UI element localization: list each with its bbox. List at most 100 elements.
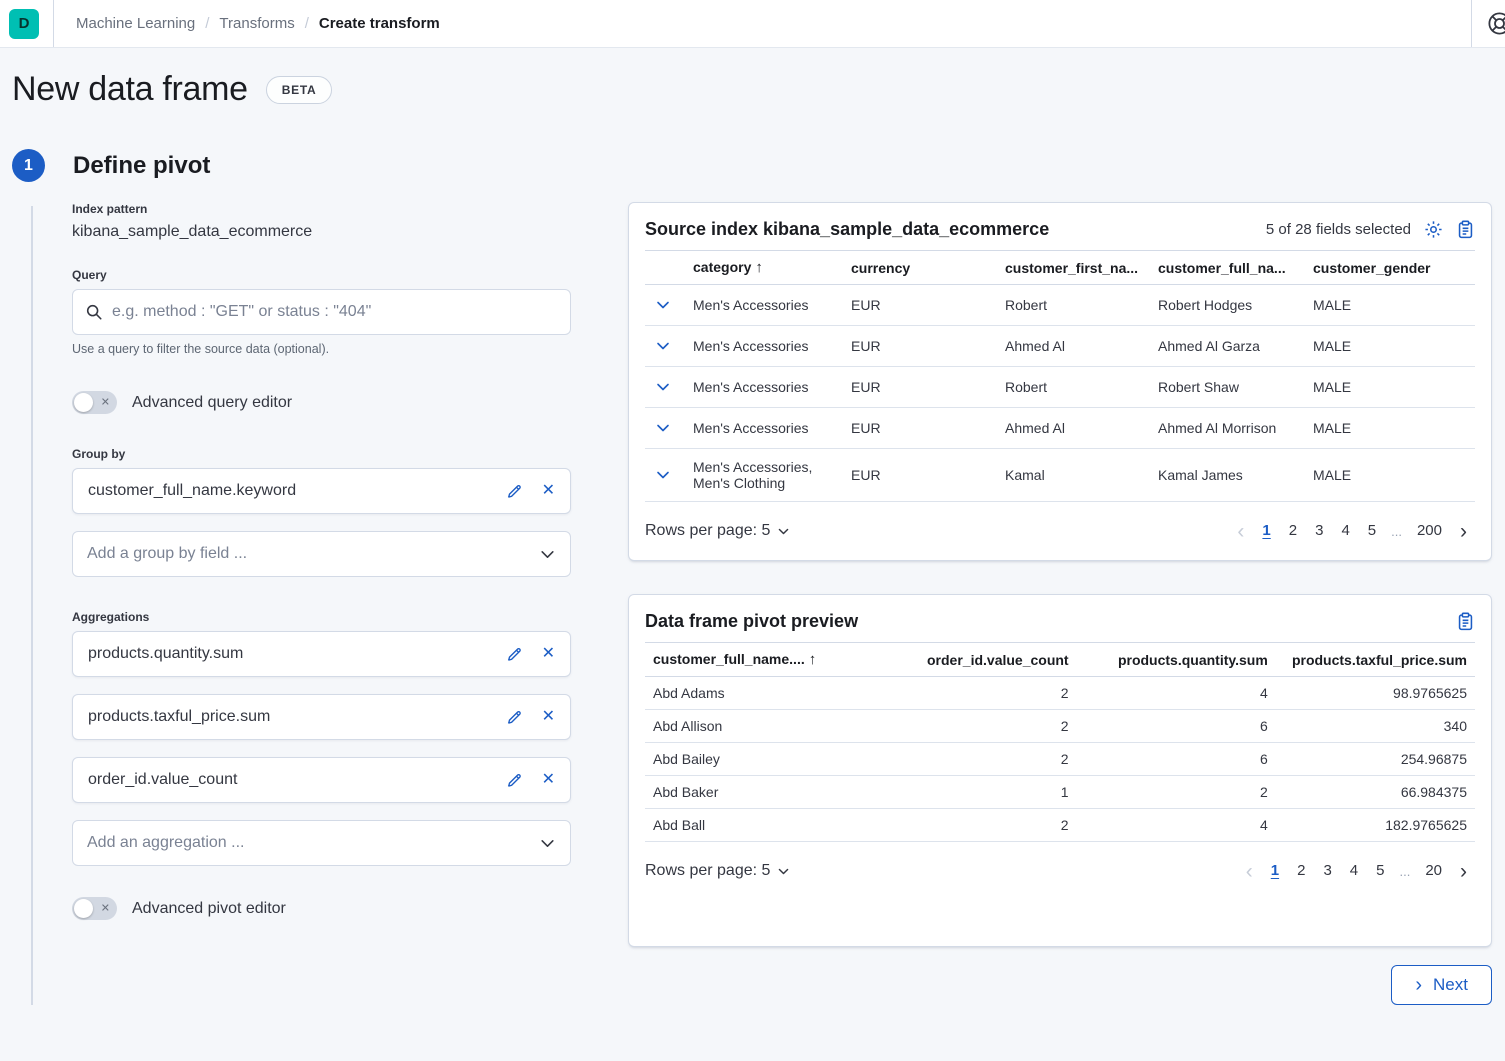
- expand-row-icon[interactable]: [653, 336, 673, 356]
- aggregation-item: products.taxful_price.sum ✕: [72, 694, 571, 740]
- index-pattern-value: kibana_sample_data_ecommerce: [72, 223, 313, 240]
- breadcrumb-machine-learning[interactable]: Machine Learning: [76, 15, 196, 32]
- aggregation-item-label: products.quantity.sum: [88, 645, 244, 662]
- next-button[interactable]: › Next: [1391, 965, 1492, 1005]
- expand-row-icon[interactable]: [653, 465, 673, 485]
- search-input[interactable]: [112, 303, 558, 321]
- fields-selected-count: 5 of 28 fields selected: [1265, 221, 1411, 238]
- remove-icon[interactable]: ✕: [541, 708, 555, 725]
- chevron-down-icon: [779, 528, 789, 534]
- toggle-off-icon: ✕: [100, 396, 110, 408]
- group-by-label: Group by: [72, 447, 126, 461]
- breadcrumb-create-transform: Create transform: [318, 15, 440, 32]
- breadcrumb-separator: /: [205, 15, 210, 32]
- page-button-1[interactable]: 1: [1254, 518, 1278, 544]
- column-header-category[interactable]: category ↑: [693, 259, 763, 276]
- table-row: Men's Accessories EUR Ahmed Al Ahmed Al …: [645, 325, 1475, 367]
- page-button-3[interactable]: 3: [1315, 858, 1339, 884]
- table-row: Abd Bailey 2 6 254.96875: [645, 742, 1475, 776]
- page-button-4[interactable]: 4: [1342, 858, 1366, 884]
- page-button-200[interactable]: 200: [1409, 518, 1450, 544]
- expand-column-header: [645, 251, 685, 285]
- column-header-products-quantity-sum[interactable]: products.quantity.sum: [1117, 651, 1268, 668]
- edit-icon[interactable]: [506, 646, 523, 663]
- column-header-customer-gender[interactable]: customer_gender: [1313, 259, 1431, 276]
- column-header-customer-first-name[interactable]: customer_first_na...: [1005, 259, 1139, 276]
- add-group-by-placeholder: Add a group by field ...: [87, 545, 248, 562]
- chevron-down-icon: [539, 835, 556, 852]
- page-button-2[interactable]: 2: [1281, 518, 1305, 544]
- query-search-box: [72, 289, 571, 335]
- beta-badge: BETA: [265, 75, 333, 104]
- sort-ascending-icon: ↑: [755, 259, 763, 276]
- page-button-1[interactable]: 1: [1263, 858, 1287, 884]
- pivot-preview-title: Data frame pivot preview: [645, 611, 859, 631]
- previous-page-icon[interactable]: ‹: [1238, 861, 1261, 882]
- expand-row-icon[interactable]: [653, 418, 673, 438]
- table-row: Men's Accessories EUR Ahmed Al Ahmed Al …: [645, 407, 1475, 449]
- source-index-title: Source index kibana_sample_data_ecommerc…: [645, 219, 1050, 239]
- breadcrumb-transforms[interactable]: Transforms: [219, 15, 295, 32]
- column-header-products-taxful-price-sum[interactable]: products.taxful_price.sum: [1291, 651, 1467, 668]
- rows-per-page-button[interactable]: Rows per page: 5: [645, 862, 790, 880]
- aggregations-label: Aggregations: [72, 610, 150, 624]
- group-by-item-label: customer_full_name.keyword: [88, 482, 297, 499]
- rows-per-page-button[interactable]: Rows per page: 5: [645, 522, 790, 540]
- table-row: Men's Accessories EUR Robert Robert Shaw…: [645, 366, 1475, 408]
- copy-to-clipboard-icon[interactable]: [1456, 612, 1475, 631]
- pivot-preview-panel: Data frame pivot preview: [628, 594, 1492, 947]
- next-page-icon[interactable]: ›: [1452, 861, 1475, 882]
- table-row: Men's Accessories EUR Robert Robert Hodg…: [645, 284, 1475, 326]
- gear-icon[interactable]: [1424, 220, 1443, 239]
- next-page-icon[interactable]: ›: [1452, 521, 1475, 542]
- breadcrumb: Machine Learning / Transforms / Create t…: [54, 15, 440, 32]
- page-button-20[interactable]: 20: [1417, 858, 1450, 884]
- toggle-off-icon: ✕: [100, 902, 110, 914]
- column-header-customer-full-name[interactable]: customer_full_na...: [1158, 259, 1286, 276]
- aggregation-item-label: order_id.value_count: [88, 771, 238, 788]
- remove-icon[interactable]: ✕: [541, 771, 555, 788]
- chevron-down-icon: [539, 546, 556, 563]
- page-button-3[interactable]: 3: [1307, 518, 1331, 544]
- table-row: Abd Allison 2 6 340: [645, 709, 1475, 743]
- pagination: ‹ 1 2 3 4 5 ... 200 ›: [1229, 518, 1475, 544]
- add-group-by-select[interactable]: Add a group by field ...: [72, 531, 571, 577]
- table-row: Abd Adams 2 4 98.9765625: [645, 676, 1475, 710]
- add-aggregation-select[interactable]: Add an aggregation ...: [72, 820, 571, 866]
- edit-icon[interactable]: [506, 483, 523, 500]
- app-logo[interactable]: D: [9, 8, 39, 39]
- aggregation-item: products.quantity.sum ✕: [72, 631, 571, 677]
- column-header-currency[interactable]: currency: [851, 259, 911, 276]
- page-button-4[interactable]: 4: [1333, 518, 1357, 544]
- advanced-query-editor-toggle[interactable]: ✕: [72, 391, 117, 414]
- remove-icon[interactable]: ✕: [541, 482, 555, 499]
- previous-page-icon[interactable]: ‹: [1229, 521, 1252, 542]
- query-label: Query: [72, 268, 107, 282]
- page-button-5[interactable]: 5: [1368, 858, 1392, 884]
- expand-row-icon[interactable]: [653, 377, 673, 397]
- breadcrumb-separator: /: [304, 15, 309, 32]
- help-icon[interactable]: [1472, 10, 1505, 37]
- copy-to-clipboard-icon[interactable]: [1456, 220, 1475, 239]
- remove-icon[interactable]: ✕: [541, 645, 555, 662]
- edit-icon[interactable]: [506, 709, 523, 726]
- pivot-config-form: Index pattern kibana_sample_data_ecommer…: [12, 202, 571, 953]
- aggregation-item-label: products.taxful_price.sum: [88, 708, 271, 725]
- table-row: Men's Accessories, Men's Clothing EUR Ka…: [645, 448, 1475, 502]
- aggregation-item: order_id.value_count ✕: [72, 757, 571, 803]
- advanced-query-editor-label: Advanced query editor: [132, 393, 293, 411]
- column-header-order-id-value-count[interactable]: order_id.value_count: [927, 651, 1069, 668]
- advanced-pivot-editor-toggle[interactable]: ✕: [72, 897, 117, 920]
- expand-row-icon[interactable]: [653, 295, 673, 315]
- page-button-5[interactable]: 5: [1360, 518, 1384, 544]
- step-progress-line: [31, 206, 33, 1005]
- table-row: Abd Baker 1 2 66.984375: [645, 775, 1475, 809]
- edit-icon[interactable]: [506, 772, 523, 789]
- page-title: New data frame: [12, 70, 248, 108]
- column-header-customer-full-name[interactable]: customer_full_name.... ↑: [653, 651, 817, 668]
- page-button-2[interactable]: 2: [1289, 858, 1313, 884]
- header-divider: [1471, 0, 1472, 47]
- pagination: ‹ 1 2 3 4 5 ... 20 ›: [1238, 858, 1475, 884]
- table-row: Abd Ball 2 4 182.9765625: [645, 808, 1475, 842]
- top-header: D Machine Learning / Transforms / Create…: [0, 0, 1505, 48]
